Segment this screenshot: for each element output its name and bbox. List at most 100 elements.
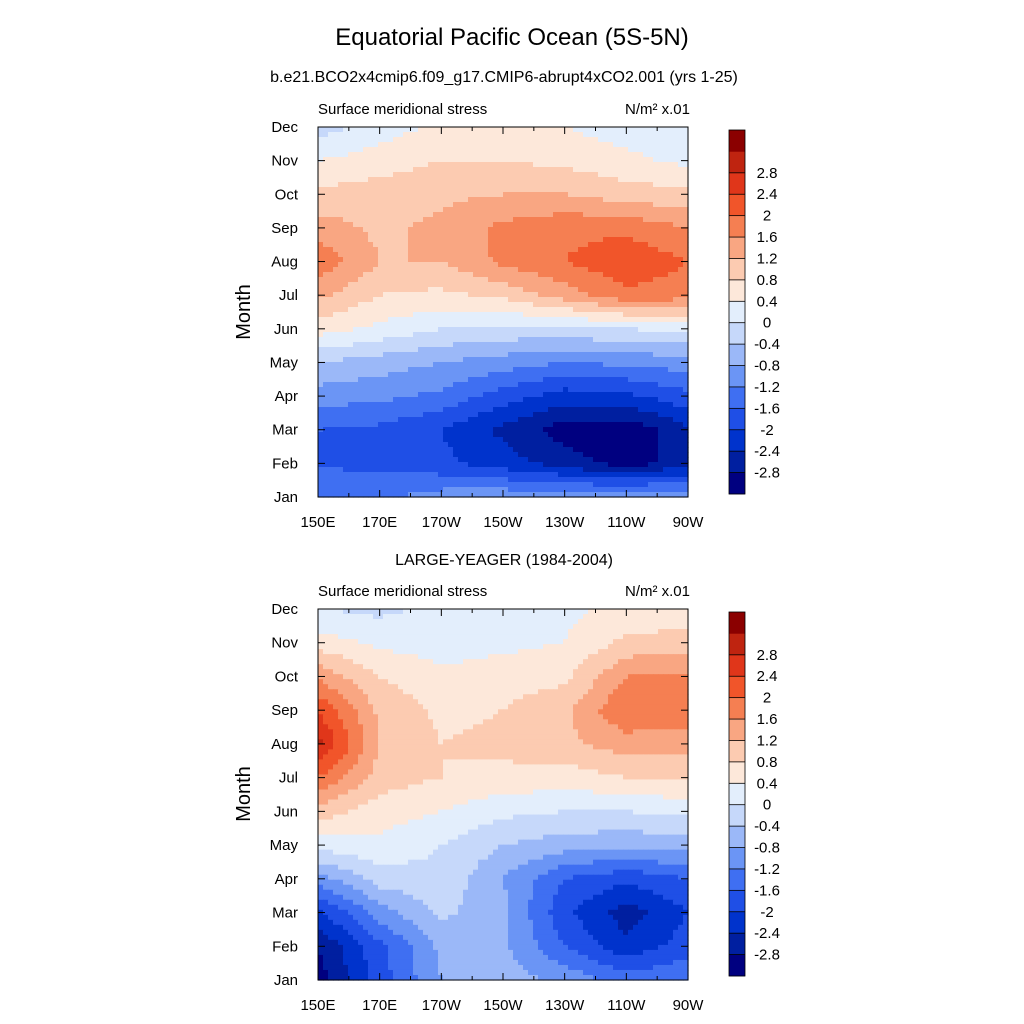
heatmap-cell	[543, 442, 549, 448]
heatmap-cell	[378, 207, 384, 213]
heatmap-cell	[503, 357, 509, 363]
heatmap-cell	[333, 192, 339, 198]
heatmap-cell	[568, 402, 574, 408]
heatmap-cell	[483, 197, 489, 203]
heatmap-cell	[568, 127, 574, 133]
heatmap-cell	[328, 397, 334, 403]
heatmap-cell	[563, 382, 569, 388]
heatmap-cell	[533, 267, 539, 273]
heatmap-cell	[543, 262, 549, 268]
heatmap-cell	[468, 337, 474, 343]
heatmap-cell	[608, 357, 614, 363]
heatmap-cell	[328, 137, 334, 143]
heatmap-cell	[578, 147, 584, 153]
heatmap-cell	[658, 127, 664, 133]
heatmap-cell	[603, 412, 609, 418]
heatmap-cell	[578, 432, 584, 438]
heatmap-cell	[498, 202, 504, 208]
heatmap-cell	[378, 367, 384, 373]
heatmap-cell	[603, 277, 609, 283]
heatmap-cell	[348, 332, 354, 338]
heatmap-cell	[353, 452, 359, 458]
heatmap-cell	[393, 222, 399, 228]
heatmap-cell	[488, 352, 494, 358]
heatmap-cell	[613, 282, 619, 288]
heatmap-cell	[348, 217, 354, 223]
heatmap-cell	[323, 302, 329, 308]
heatmap-cell	[423, 247, 429, 253]
heatmap-cell	[593, 337, 599, 343]
heatmap-cell	[588, 192, 594, 198]
heatmap-cell	[343, 417, 349, 423]
heatmap-cell	[388, 167, 394, 173]
heatmap-cell	[343, 462, 349, 468]
heatmap-cell	[548, 237, 554, 243]
heatmap-cell	[683, 457, 689, 463]
heatmap-cell	[568, 422, 574, 428]
heatmap-cell	[538, 342, 544, 348]
heatmap-cell	[403, 402, 409, 408]
heatmap-cell	[358, 137, 364, 143]
heatmap-cell	[323, 282, 329, 288]
heatmap-cell	[398, 197, 404, 203]
heatmap-cell	[548, 267, 554, 273]
heatmap-cell	[583, 287, 589, 293]
heatmap-cell	[373, 422, 379, 428]
heatmap-cell	[503, 157, 509, 163]
heatmap-cell	[438, 357, 444, 363]
heatmap-cell	[433, 397, 439, 403]
heatmap-cell	[508, 202, 514, 208]
heatmap-cell	[643, 207, 649, 213]
heatmap-cell	[423, 332, 429, 338]
heatmap-cell	[553, 367, 559, 373]
heatmap-cell	[543, 327, 549, 333]
heatmap-cell	[338, 182, 344, 188]
heatmap-cell	[548, 317, 554, 323]
heatmap-cell	[318, 202, 324, 208]
heatmap-cell	[328, 187, 334, 193]
heatmap-cell	[538, 177, 544, 183]
heatmap-cell	[368, 367, 374, 373]
heatmap-cell	[338, 162, 344, 168]
heatmap-cell	[428, 422, 434, 428]
heatmap-cell	[678, 142, 684, 148]
heatmap-cell	[683, 232, 689, 238]
heatmap-cell	[338, 247, 344, 253]
heatmap-cell	[453, 377, 459, 383]
heatmap-cell	[598, 132, 604, 138]
heatmap-cell	[603, 382, 609, 388]
heatmap-cell	[528, 417, 534, 423]
heatmap-cell	[523, 347, 529, 353]
heatmap-cell	[473, 212, 479, 218]
heatmap-cell	[458, 432, 464, 438]
heatmap-cell	[323, 222, 329, 228]
heatmap-cell	[488, 327, 494, 333]
heatmap-cell	[413, 162, 419, 168]
heatmap-cell	[648, 232, 654, 238]
heatmap-cell	[573, 202, 579, 208]
heatmap-cell	[483, 182, 489, 188]
heatmap-cell	[528, 352, 534, 358]
heatmap-cell	[388, 242, 394, 248]
heatmap-cell	[648, 147, 654, 153]
heatmap-cell	[663, 422, 669, 428]
heatmap-cell	[323, 147, 329, 153]
heatmap-cell	[658, 257, 664, 263]
heatmap-cell	[548, 312, 554, 318]
heatmap-cell	[473, 327, 479, 333]
heatmap-cell	[678, 217, 684, 223]
heatmap-cell	[388, 257, 394, 263]
heatmap-cell	[588, 157, 594, 163]
heatmap-cell	[683, 367, 689, 373]
heatmap-cell	[613, 392, 619, 398]
heatmap-cell	[623, 277, 629, 283]
heatmap-cell	[518, 192, 524, 198]
heatmap-cell	[573, 272, 579, 278]
heatmap-cell	[528, 407, 534, 413]
heatmap-cell	[428, 152, 434, 158]
heatmap-cell	[363, 407, 369, 413]
heatmap-cell	[558, 167, 564, 173]
heatmap-cell	[523, 167, 529, 173]
heatmap-cell	[663, 167, 669, 173]
heatmap-cell	[458, 142, 464, 148]
